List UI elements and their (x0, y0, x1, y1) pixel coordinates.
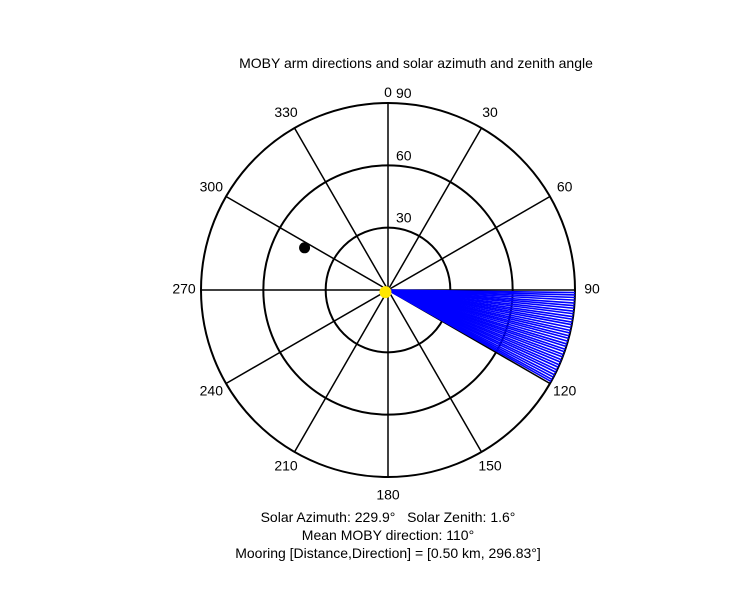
solar-azimuth-label: Solar Azimuth: 229.9° (260, 509, 396, 525)
angle-label-90: 90 (584, 281, 600, 297)
angle-label-270: 270 (172, 281, 196, 297)
angle-label-120: 120 (553, 383, 577, 399)
arm-direction-line-34 (387, 289, 552, 383)
solar-info-line: Solar Azimuth: 229.9° Solar Zenith: 1.6° (0, 509, 750, 525)
radial-label-90: 90 (396, 85, 412, 101)
solar-zenith-label: Solar Zenith: 1.6° (407, 509, 516, 525)
mooring-label: Mooring [Distance,Direction] = [0.50 km,… (235, 545, 541, 561)
angle-label-0: 0 (384, 84, 392, 100)
polar-data (299, 242, 575, 383)
angle-label-240: 240 (200, 383, 224, 399)
polar-labels: 30 60 90 120 150 180 210 240 270 300 330 0 30 60 90 (172, 84, 600, 503)
angle-label-60: 60 (557, 179, 573, 195)
mean-direction-label: Mean MOBY direction: 110° (301, 527, 475, 543)
angle-label-180: 180 (376, 487, 400, 503)
angle-label-330: 330 (274, 104, 298, 120)
angle-label-210: 210 (274, 457, 298, 473)
chart-title: MOBY arm directions and solar azimuth an… (239, 55, 593, 71)
angle-label-150: 150 (478, 457, 502, 473)
radial-label-60: 60 (396, 147, 412, 163)
radial-label-30: 30 (396, 210, 412, 226)
mooring-marker (299, 242, 311, 254)
sun-marker (379, 286, 392, 299)
angle-label-300: 300 (200, 179, 224, 195)
angle-label-30: 30 (482, 104, 498, 120)
